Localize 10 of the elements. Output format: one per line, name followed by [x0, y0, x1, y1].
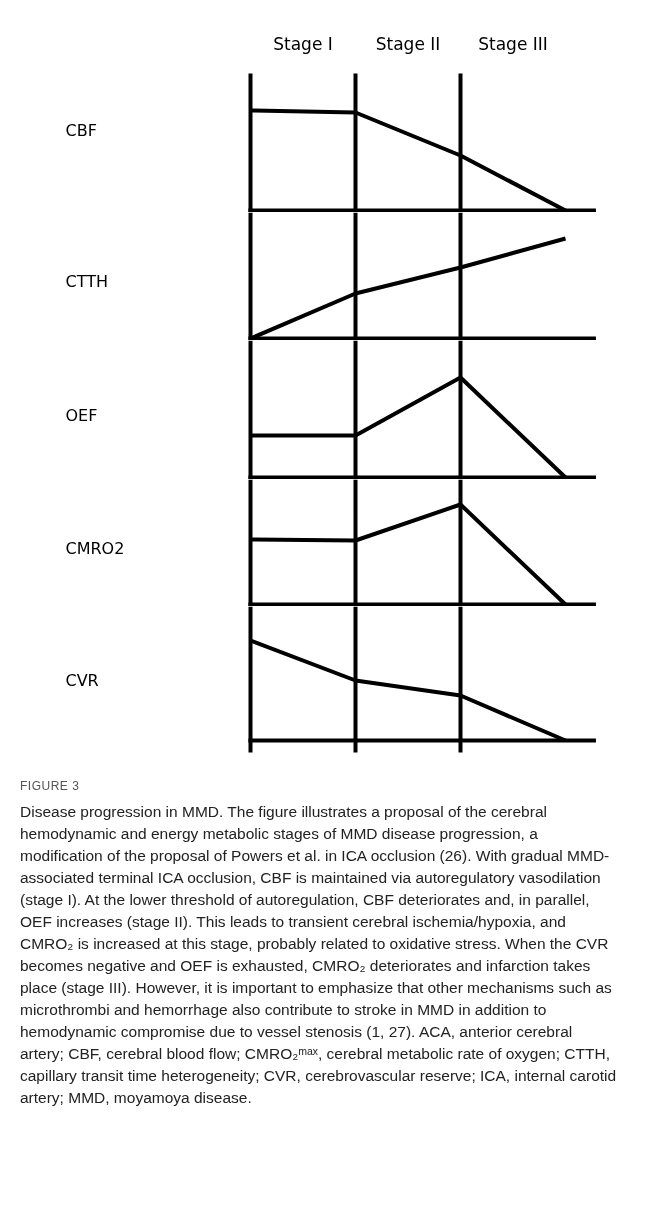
y-axis-title: CVR: [65, 670, 99, 690]
y-axis-title: CTTH: [65, 272, 108, 292]
text: Stage I: [273, 33, 333, 54]
text: Stage III: [478, 33, 548, 54]
caption: FIGURE 3: [20, 778, 81, 795]
y-axis-title: OEF: [65, 406, 98, 426]
text: Stage II: [375, 33, 441, 54]
y-axis-title: CMRO2: [65, 538, 125, 558]
text: Disease progression in MMD. The figure illustrates a proposal of the cerebral hemodynamic and energy metabolic stages of MMD disease progression, a modification of the proposal of Powers et al. in ICA occlusion (26). With gradual MMD-associated terminal ICA occlusion, CBF is maintained via autoregulatory vasodilation (stage I). At the lower threshold of autoregulation, CBF deteriorates and, in parallel, OEF increases (stage II). This leads to transient cerebral ischemia/hypoxia, and CMRO₂ is increased at this stage, probably related to oxidative stress. When the CVR becomes negative and OEF is exhausted, CMRO₂ deteriorates and infarction takes place (stage III). However, it is important to emphasize that other mechanisms such as microthrombi and hemorrhage also contribute to stroke in MMD in addition to hemodynamic compromise due to vessel stenosis (1, 27). ACA, anterior cerebral artery; CBF, cerebral blood flow; CMRO₂ᵐᵃˣ, cerebral metabolic rate of oxygen; CTTH, capillary transit time heterogeneity; CVR, cerebrovascular reserve; ICA, internal carotid artery; MMD, moyamoya disease.: [20, 803, 617, 1107]
y-axis-title: CBF: [65, 121, 97, 140]
